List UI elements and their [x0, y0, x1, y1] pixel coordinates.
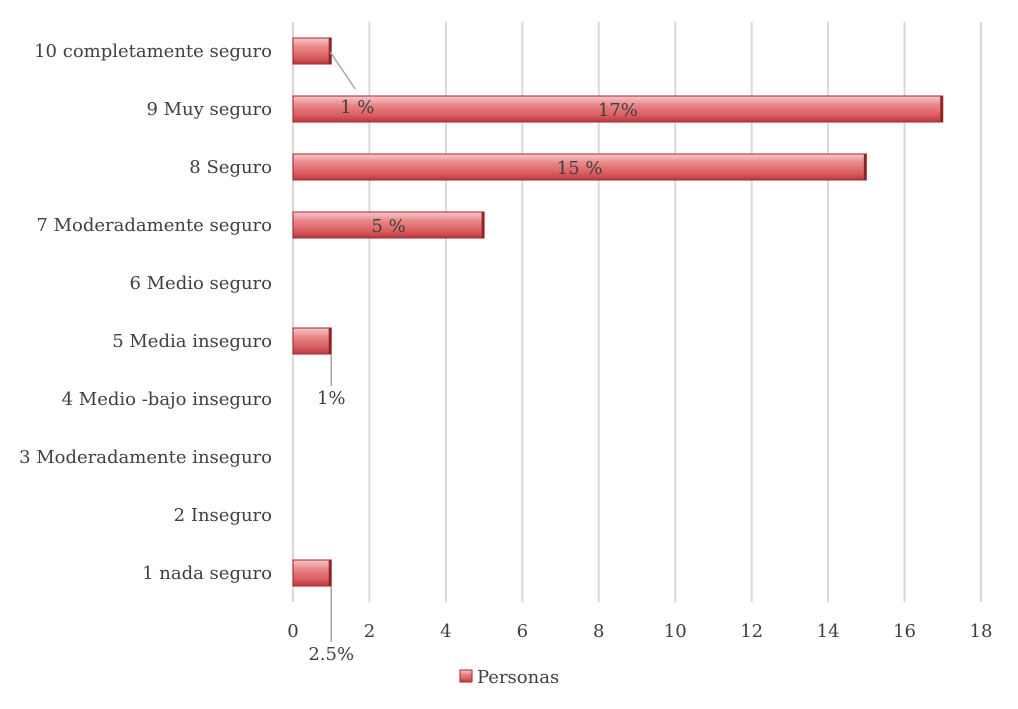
bars [292, 37, 944, 587]
bar-end-cap [863, 154, 867, 180]
x-tick-label: 0 [287, 621, 298, 642]
bar [292, 211, 485, 239]
data-label: 5 % [371, 216, 405, 237]
data-label: 2.5% [308, 644, 354, 665]
category-label: 3 Moderadamente inseguro [19, 447, 272, 468]
x-tick-label: 6 [517, 621, 528, 642]
x-tick-labels: 0 2 4 6 8 10 12 14 16 18 [287, 621, 992, 642]
bar [292, 559, 332, 587]
category-label: 4 Medio -bajo inseguro [62, 389, 272, 410]
category-label: 7 Moderadamente seguro [36, 215, 272, 236]
x-tick-label: 4 [440, 621, 451, 642]
x-tick-label: 14 [817, 621, 840, 642]
bar-end-cap [328, 328, 332, 354]
bar [292, 37, 332, 65]
x-tick-label: 8 [593, 621, 604, 642]
data-label: 17% [598, 100, 638, 121]
category-label: 9 Muy seguro [146, 99, 272, 120]
data-label: 1 % [340, 97, 374, 118]
data-labels: 1 % 17% 15 % 5 % 1% 2.5% [308, 97, 638, 665]
leader-line [329, 51, 356, 90]
legend-swatch-personas [459, 669, 473, 683]
data-label: 1% [317, 388, 346, 409]
bar-end-cap [328, 560, 332, 586]
data-label: 15 % [557, 158, 603, 179]
category-label: 1 nada seguro [142, 563, 272, 584]
bar-end-cap [328, 38, 332, 64]
category-label: 6 Medio seguro [129, 273, 272, 294]
x-tick-label: 16 [893, 621, 916, 642]
x-tick-label: 2 [364, 621, 375, 642]
category-label: 2 Inseguro [174, 505, 272, 526]
x-tick-label: 12 [740, 621, 763, 642]
legend: Personas [459, 667, 559, 688]
bar-end-cap [940, 96, 943, 122]
category-labels: 10 completamente seguro 9 Muy seguro 8 Seg… [19, 41, 272, 584]
legend-label-personas: Personas [477, 667, 559, 688]
x-tick-label: 10 [664, 621, 687, 642]
category-label: 5 Media inseguro [112, 331, 272, 352]
label-leaders [329, 51, 356, 642]
category-label: 10 completamente seguro [34, 41, 272, 62]
x-tick-label: 18 [970, 621, 993, 642]
bar [292, 327, 332, 355]
bar-end-cap [481, 212, 485, 238]
category-label: 8 Seguro [189, 157, 272, 178]
